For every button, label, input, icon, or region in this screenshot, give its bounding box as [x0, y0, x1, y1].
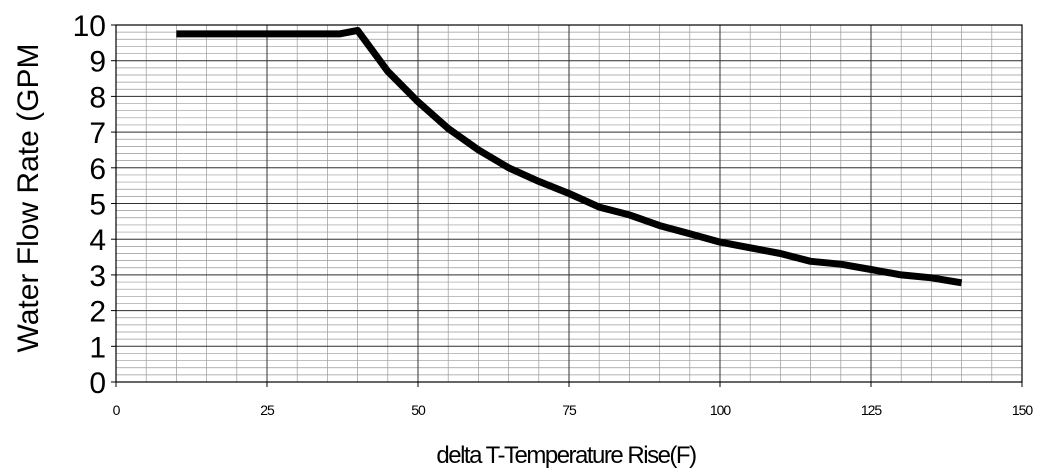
x-tick-label: 100	[710, 402, 732, 418]
y-tick-label: 2	[89, 296, 106, 329]
plot-axes	[111, 24, 1023, 387]
y-axis-label: Water Flow Rate (GPM	[12, 44, 45, 353]
x-tick-labels: 0 25 50 75 100 125 150	[113, 402, 1035, 418]
major-grid	[115, 24, 1023, 383]
y-tick-label: 10	[73, 10, 106, 43]
y-tick-label: 7	[89, 117, 106, 150]
y-tick-label: 0	[89, 367, 106, 400]
y-tick-label: 6	[89, 153, 106, 186]
flow-rate-line	[176, 26, 963, 287]
y-tick-label: 1	[89, 331, 106, 364]
x-tick-label: 50	[411, 402, 426, 418]
x-tick-label: 25	[260, 402, 275, 418]
y-tick-label: 9	[89, 46, 106, 79]
series-group	[176, 26, 963, 287]
x-tick-label: 75	[562, 402, 577, 418]
x-tick-label: 125	[861, 402, 883, 418]
x-axis-label: delta T-Temperature Rise(F)	[436, 442, 696, 469]
y-tick-label: 4	[89, 224, 106, 257]
x-tick-label: 150	[1012, 402, 1034, 418]
y-tick-label: 8	[89, 81, 106, 114]
y-tick-label: 3	[89, 260, 106, 293]
x-tick-label: 0	[113, 402, 121, 418]
y-tick-label: 5	[89, 189, 106, 222]
